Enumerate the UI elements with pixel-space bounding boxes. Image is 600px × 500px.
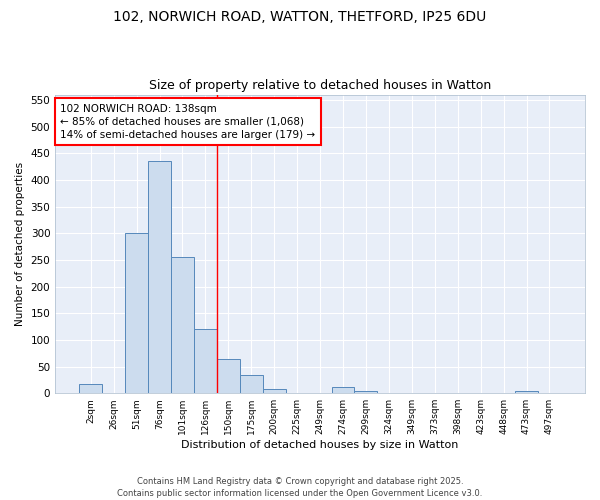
Bar [355, 391, 377, 393]
Text: 102 NORWICH ROAD: 138sqm
← 85% of detached houses are smaller (1,068)
14% of sem: 102 NORWICH ROAD: 138sqm ← 85% of detach… [61, 104, 316, 140]
Bar [217, 358, 240, 393]
Bar [263, 390, 286, 393]
Text: Contains HM Land Registry data © Crown copyright and database right 2025.
Contai: Contains HM Land Registry data © Crown c… [118, 476, 482, 498]
Bar [125, 233, 148, 393]
Bar [332, 387, 355, 393]
Bar [79, 384, 102, 393]
Bar [240, 374, 263, 393]
Bar [171, 257, 194, 393]
Text: 102, NORWICH ROAD, WATTON, THETFORD, IP25 6DU: 102, NORWICH ROAD, WATTON, THETFORD, IP2… [113, 10, 487, 24]
X-axis label: Distribution of detached houses by size in Watton: Distribution of detached houses by size … [181, 440, 459, 450]
Y-axis label: Number of detached properties: Number of detached properties [15, 162, 25, 326]
Bar [515, 391, 538, 393]
Bar [148, 161, 171, 393]
Bar [194, 329, 217, 393]
Title: Size of property relative to detached houses in Watton: Size of property relative to detached ho… [149, 79, 491, 92]
